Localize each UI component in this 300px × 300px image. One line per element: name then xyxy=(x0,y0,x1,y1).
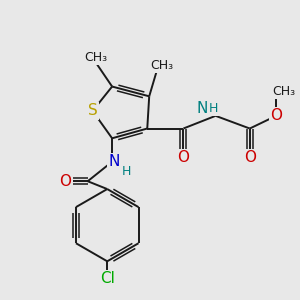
Text: Cl: Cl xyxy=(100,272,115,286)
Text: O: O xyxy=(59,174,71,189)
Text: CH₃: CH₃ xyxy=(272,85,296,98)
Text: O: O xyxy=(177,150,189,165)
Text: N: N xyxy=(196,100,208,116)
Text: N: N xyxy=(108,154,120,169)
Text: H: H xyxy=(209,101,218,115)
Text: CH₃: CH₃ xyxy=(84,51,107,64)
Text: CH₃: CH₃ xyxy=(150,58,173,72)
Text: O: O xyxy=(244,150,256,165)
Text: H: H xyxy=(122,165,131,178)
Text: O: O xyxy=(270,108,282,123)
Text: S: S xyxy=(88,103,98,118)
